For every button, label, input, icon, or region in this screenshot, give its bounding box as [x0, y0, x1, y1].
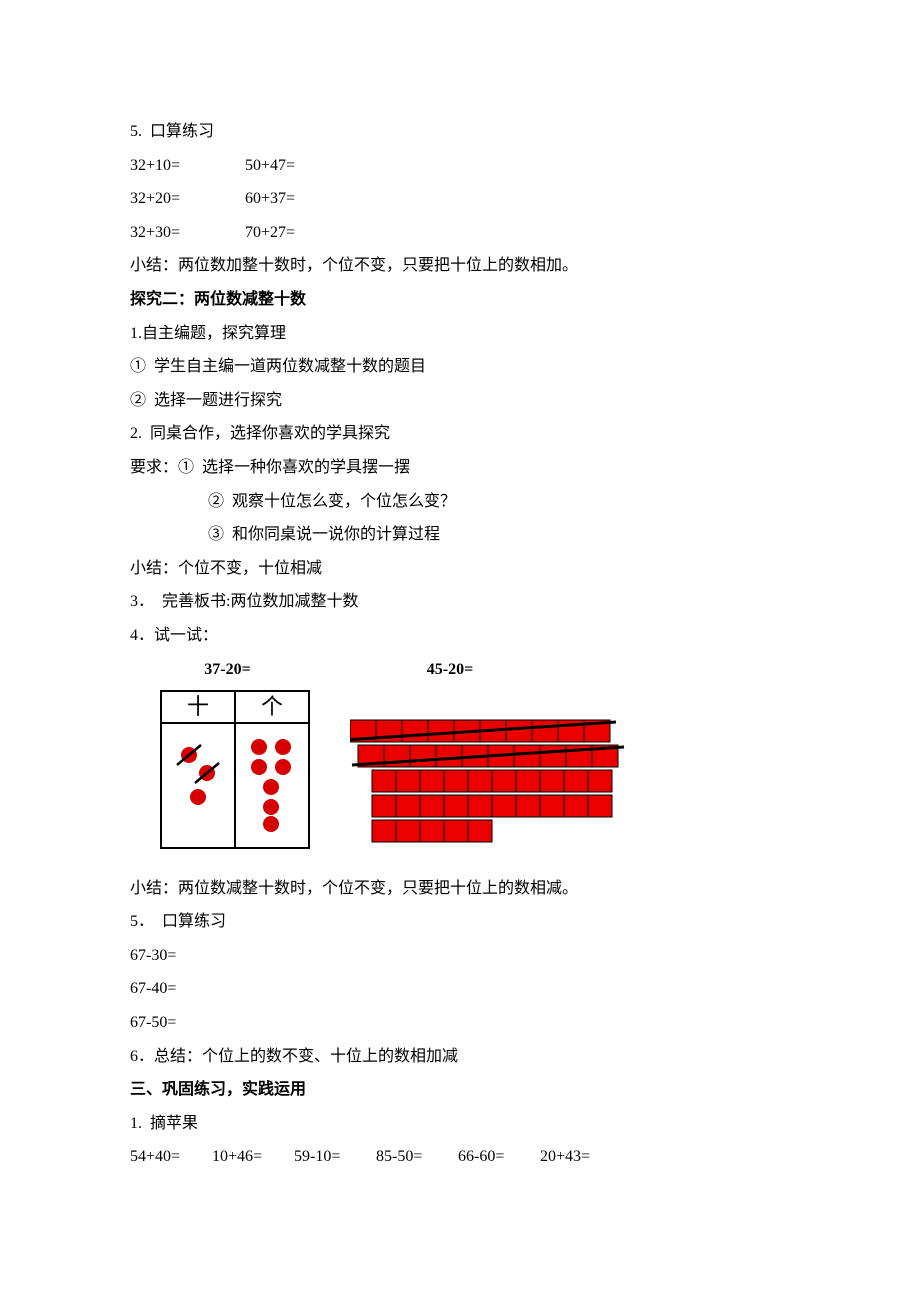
exercise-row: 32+30= 70+27= — [130, 216, 790, 250]
bar-blocks — [350, 718, 646, 866]
step-6: 6．总结：个位上的数不变、十位上的数相加减 — [130, 1040, 790, 1074]
step-4: 4．试一试： — [130, 619, 790, 653]
part-3-title: 三、巩固练习，实践运用 — [130, 1073, 790, 1107]
section-5-title: 5. 口算练习 — [130, 115, 790, 149]
expr: 54+40= — [130, 1140, 212, 1174]
step-2b: ② 观察十位怎么变，个位怎么变？ — [130, 485, 790, 519]
ex6-row: 54+40= 10+46= 59-10= 85-50= 66-60= 20+43… — [130, 1140, 790, 1174]
tens-cell — [161, 723, 235, 848]
expr: 60+37= — [245, 182, 295, 216]
expr: 32+30= — [130, 216, 245, 250]
ones-cell — [235, 723, 309, 848]
step-2: 2. 同桌合作，选择你喜欢的学具探究 — [130, 417, 790, 451]
page: 5. 口算练习 32+10= 50+47= 32+20= 60+37= 32+3… — [0, 0, 920, 1234]
exercise-row: 32+10= 50+47= — [130, 149, 790, 183]
summary-2: 小结：个位不变，十位相减 — [130, 552, 790, 586]
tens-header: 十 — [161, 691, 235, 723]
step-2c: ③ 和你同桌说一说你的计算过程 — [130, 518, 790, 552]
expr: 10+46= — [212, 1140, 294, 1174]
inquiry-2-title: 探究二：两位数减整十数 — [130, 283, 790, 317]
expr: 32+20= — [130, 182, 245, 216]
try-headers: 37-20= 45-20= — [130, 653, 790, 687]
summary-1: 小结：两位数加整十数时，个位不变，只要把十位上的数相加。 — [130, 249, 790, 283]
step-1b: ② 选择一题进行探究 — [130, 384, 790, 418]
expr: 85-50= — [376, 1140, 458, 1174]
expr: 59-10= — [294, 1140, 376, 1174]
summary-3: 小结：两位数减整十数时，个位不变，只要把十位上的数相减。 — [130, 872, 790, 906]
expr: 70+27= — [245, 216, 295, 250]
bars-svg — [350, 718, 646, 853]
ex2-c: 67-50= — [130, 1006, 790, 1040]
try-header-2: 45-20= — [325, 653, 575, 687]
step-1: 1.自主编题，探究算理 — [130, 317, 790, 351]
ones-dots-svg — [237, 725, 307, 833]
p3-1: 1. 摘苹果 — [130, 1107, 790, 1141]
expr: 66-60= — [458, 1140, 540, 1174]
try-header-1: 37-20= — [130, 653, 325, 687]
diagram-row: 十 个 — [130, 690, 790, 866]
expr: 32+10= — [130, 149, 245, 183]
ones-header: 个 — [235, 691, 309, 723]
step-5: 5． 口算练习 — [130, 905, 790, 939]
expr: 20+43= — [540, 1140, 622, 1174]
exercise-row: 32+20= 60+37= — [130, 182, 790, 216]
ex2-a: 67-30= — [130, 939, 790, 973]
ex2-b: 67-40= — [130, 972, 790, 1006]
tens-dots-svg — [163, 725, 233, 833]
step-2-req: 要求：① 选择一种你喜欢的学具摆一摆 — [130, 451, 790, 485]
step-3: 3． 完善板书:两位数加减整十数 — [130, 585, 790, 619]
place-value-table: 十 个 — [160, 690, 310, 849]
step-1a: ① 学生自主编一道两位数减整十数的题目 — [130, 350, 790, 384]
expr: 50+47= — [245, 149, 295, 183]
